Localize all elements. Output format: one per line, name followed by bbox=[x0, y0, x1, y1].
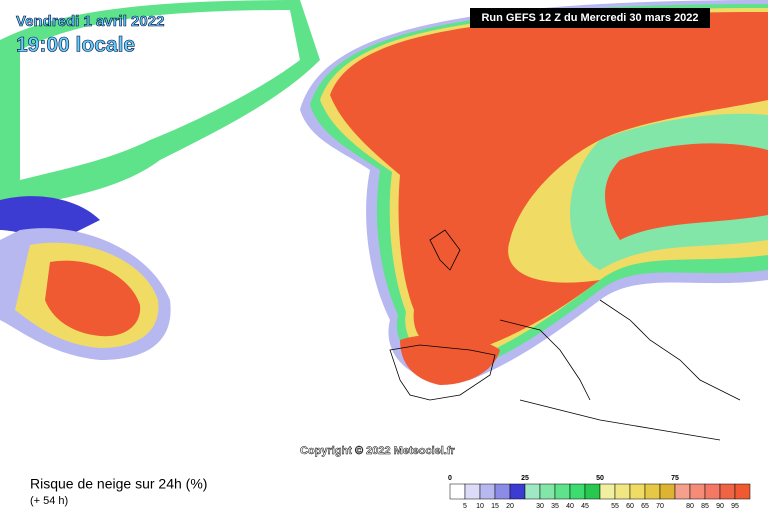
caption-lead: (+ 54 h) bbox=[30, 495, 68, 507]
legend-swatch bbox=[494, 483, 511, 500]
legend-minor-label: 45 bbox=[581, 503, 589, 510]
date-label: Vendredi 1 avril 2022 bbox=[16, 13, 164, 30]
legend-swatch bbox=[689, 483, 706, 500]
legend-minor-label: 35 bbox=[551, 503, 559, 510]
legend-minor-label: 10 bbox=[476, 503, 484, 510]
legend-swatch bbox=[719, 483, 736, 500]
legend-minor-label: 55 bbox=[611, 503, 619, 510]
legend-minor-label: 15 bbox=[491, 503, 499, 510]
map bbox=[0, 0, 768, 441]
legend-minor-label: 90 bbox=[716, 503, 724, 510]
legend-swatch bbox=[734, 483, 751, 500]
caption-title: Risque de neige sur 24h (%) bbox=[30, 476, 207, 492]
legend-swatch bbox=[539, 483, 556, 500]
legend: 0 25 50 75 5 10 15 20 30 35 40 45 55 60 65 70 80 85 90 95 bbox=[448, 475, 751, 510]
legend-swatch bbox=[584, 483, 601, 500]
legend-swatch bbox=[659, 483, 676, 500]
run-label: Run GEFS 12 Z du Mercredi 30 mars 2022 bbox=[481, 12, 698, 24]
legend-minor-label: 40 bbox=[566, 503, 574, 510]
legend-swatch bbox=[644, 483, 661, 500]
copyright: Copyright © 2022 Meteociel.fr bbox=[300, 445, 456, 457]
legend-major-label: 0 bbox=[448, 475, 452, 482]
legend-swatch bbox=[629, 483, 646, 500]
legend-swatch bbox=[614, 483, 631, 500]
legend-minor-label: 70 bbox=[656, 503, 664, 510]
legend-major-label: 75 bbox=[671, 475, 679, 482]
legend-minor-label: 5 bbox=[463, 503, 467, 510]
legend-minor-label: 20 bbox=[506, 503, 514, 510]
legend-minor-label: 30 bbox=[536, 503, 544, 510]
legend-minor-label: 95 bbox=[731, 503, 739, 510]
legend-swatch bbox=[704, 483, 721, 500]
legend-swatch bbox=[599, 483, 616, 500]
legend-major-label: 25 bbox=[521, 475, 529, 482]
legend-minor-label: 60 bbox=[626, 503, 634, 510]
legend-minor-label: 65 bbox=[641, 503, 649, 510]
legend-swatch bbox=[509, 483, 526, 500]
legend-minor-label: 80 bbox=[686, 503, 694, 510]
legend-swatch bbox=[479, 483, 496, 500]
legend-swatch bbox=[569, 483, 586, 500]
legend-major-label: 50 bbox=[596, 475, 604, 482]
time-label: 19:00 locale bbox=[16, 34, 135, 57]
legend-swatch bbox=[674, 483, 691, 500]
legend-swatch bbox=[464, 483, 481, 500]
legend-swatch bbox=[524, 483, 541, 500]
legend-swatch bbox=[554, 483, 571, 500]
run-box bbox=[470, 8, 710, 28]
legend-minor-label: 85 bbox=[701, 503, 709, 510]
legend-swatch bbox=[449, 483, 466, 500]
